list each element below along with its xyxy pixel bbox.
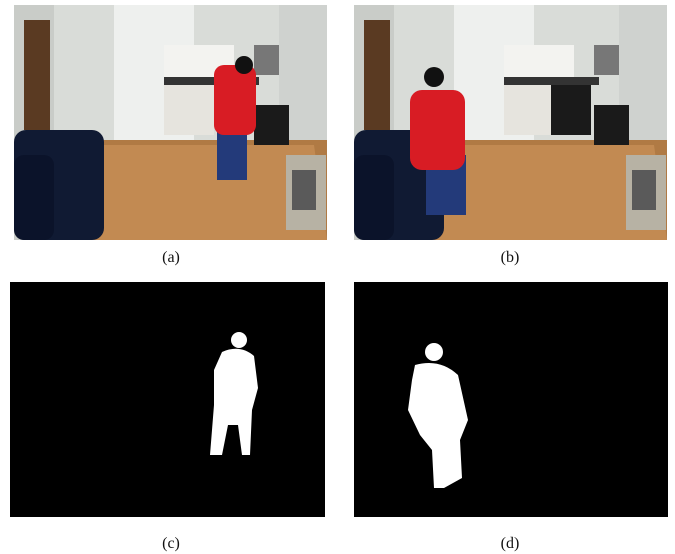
photo-b bbox=[354, 5, 667, 240]
mask-d bbox=[354, 282, 668, 517]
caption: (c) bbox=[162, 535, 180, 552]
caption: (a) bbox=[162, 249, 180, 266]
caption: (b) bbox=[501, 249, 520, 266]
caption: (d) bbox=[501, 535, 520, 552]
mask-c bbox=[10, 282, 325, 517]
photo-a bbox=[14, 5, 327, 240]
